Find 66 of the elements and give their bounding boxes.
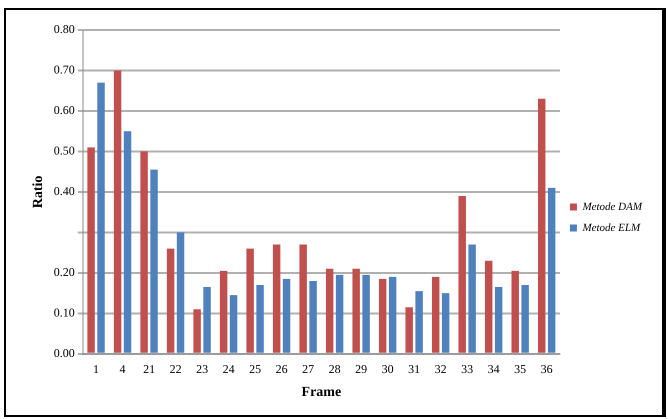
bar xyxy=(405,307,413,353)
bar xyxy=(511,270,519,353)
x-tick-label: 36 xyxy=(540,362,553,376)
x-tick-label: 24 xyxy=(222,362,235,376)
bar xyxy=(150,170,158,353)
y-axis-title: Ratio xyxy=(31,176,46,208)
bar xyxy=(442,293,450,353)
legend-label: Metode ELM xyxy=(581,222,642,234)
x-tick-label: 34 xyxy=(488,362,500,376)
bar xyxy=(309,280,317,353)
x-tick-label: 35 xyxy=(514,362,526,376)
x-tick-label: 29 xyxy=(355,362,368,376)
bar xyxy=(326,268,334,353)
x-tick-label: 25 xyxy=(249,362,262,376)
bar xyxy=(203,287,211,353)
bar xyxy=(114,70,122,353)
x-tick-label: 28 xyxy=(328,362,341,376)
x-tick-label: 1 xyxy=(93,362,100,376)
bar xyxy=(230,295,238,353)
bar xyxy=(388,276,396,353)
y-tick-label: 0.00 xyxy=(54,346,75,360)
bar xyxy=(140,151,148,353)
bar xyxy=(166,248,174,353)
bar xyxy=(352,268,360,353)
x-tick-label: 30 xyxy=(382,362,394,376)
y-tick-label: 0.50 xyxy=(54,144,75,158)
y-tick-label: 0.60 xyxy=(54,103,75,118)
bar xyxy=(220,270,228,353)
bar xyxy=(176,232,184,353)
bar xyxy=(272,244,280,353)
y-tick-label: 0.10 xyxy=(54,305,75,320)
x-tick-label: 32 xyxy=(434,362,447,376)
y-tick-label: 0.40 xyxy=(54,184,75,198)
bar xyxy=(336,274,344,353)
y-tick-label: 0.80 xyxy=(54,22,75,36)
bar xyxy=(484,260,492,353)
x-tick-label: 21 xyxy=(143,362,156,376)
x-tick-label: 27 xyxy=(302,362,314,376)
bar xyxy=(538,98,546,353)
x-tick-label: 26 xyxy=(276,362,288,376)
x-axis-title: Frame xyxy=(302,385,342,400)
bar xyxy=(299,244,307,353)
bar xyxy=(432,276,440,353)
bar xyxy=(415,291,423,353)
bar xyxy=(468,244,476,353)
bar xyxy=(378,278,386,353)
x-tick-label: 23 xyxy=(196,362,208,376)
x-tick-label: 33 xyxy=(461,362,474,376)
bar xyxy=(494,287,502,353)
bar xyxy=(521,284,529,353)
x-tick-label: 22 xyxy=(170,362,182,376)
x-tick-label: 31 xyxy=(408,362,420,376)
bar xyxy=(246,248,254,353)
bar xyxy=(362,274,370,353)
x-tick-label: 4 xyxy=(120,362,126,376)
legend-label: Metode DAM xyxy=(581,200,643,213)
y-tick-label: 0.20 xyxy=(54,265,75,280)
bar xyxy=(256,284,264,353)
bar xyxy=(87,147,95,353)
bar xyxy=(97,82,105,353)
bar xyxy=(458,196,466,353)
bar xyxy=(282,278,290,353)
bar xyxy=(193,309,201,353)
bar xyxy=(548,188,556,353)
y-tick-label: 0.70 xyxy=(54,62,75,77)
bar xyxy=(124,131,132,353)
